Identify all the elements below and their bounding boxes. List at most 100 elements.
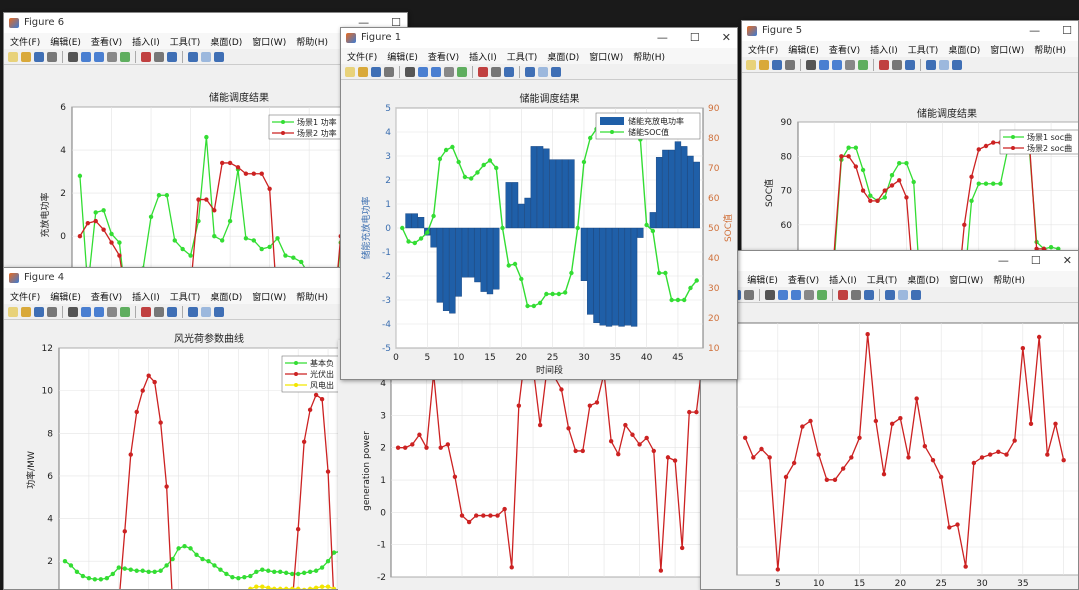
toolbar-tool-icon[interactable] (384, 66, 394, 77)
menu-item[interactable]: 编辑(E) (50, 37, 81, 48)
menu-item[interactable]: 编辑(E) (387, 52, 418, 63)
toolbar-tool-icon[interactable] (879, 59, 889, 70)
menu-item[interactable]: 工具(T) (169, 292, 201, 303)
close-button[interactable]: ✕ (1062, 254, 1072, 267)
toolbar-tool-icon[interactable] (744, 289, 754, 300)
toolbar-tool-icon[interactable] (68, 51, 78, 62)
menu-item[interactable]: 桌面(D) (210, 292, 243, 303)
menu-item[interactable]: 帮助(H) (1034, 45, 1066, 56)
toolbar-tool-icon[interactable] (94, 51, 104, 62)
menu-item[interactable]: 查看(V) (427, 52, 460, 63)
menu-item[interactable]: 插入(I) (829, 275, 857, 286)
maximize-button[interactable]: ☐ (1062, 24, 1072, 37)
toolbar-tool-icon[interactable] (214, 306, 224, 317)
toolbar-tool-icon[interactable] (371, 66, 381, 77)
toolbar-tool-icon[interactable] (167, 306, 177, 317)
menu-item[interactable]: 桌面(D) (948, 45, 981, 56)
menu-item[interactable]: 文件(F) (347, 52, 378, 63)
title-bar[interactable]: — ☐ ✕ (701, 251, 1078, 271)
toolbar-tool-icon[interactable] (167, 51, 177, 62)
minimize-button[interactable]: — (1029, 24, 1041, 37)
toolbar-tool-icon[interactable] (201, 51, 211, 62)
menu-item[interactable]: 编辑(E) (747, 275, 778, 286)
menu-item[interactable]: 工具(T) (169, 37, 201, 48)
menu-item[interactable]: 查看(V) (787, 275, 820, 286)
toolbar-tool-icon[interactable] (431, 66, 441, 77)
maximize-button[interactable]: ☐ (1030, 254, 1041, 267)
figure-5-window[interactable]: Figure 5 — ☐ 文件(F) 编辑(E) 查看(V) 插入(I) 工具(T) 桌面(… (741, 20, 1079, 265)
menu-item[interactable]: 查看(V) (828, 45, 861, 56)
figure-4-window[interactable]: Figure 4 文件(F) 编辑(E) 查看(V) 插入(I) 工具(T) 桌面(D) 窗… (3, 267, 345, 590)
toolbar-tool-icon[interactable] (806, 59, 816, 70)
menu-item[interactable]: 帮助(H) (296, 292, 328, 303)
toolbar-tool-icon[interactable] (858, 59, 868, 70)
toolbar-tool-icon[interactable] (345, 66, 355, 77)
toolbar-tool-icon[interactable] (791, 289, 801, 300)
figure-1-window[interactable]: Figure 1 — ☐ ✕ 文件(F) 编辑(E) 查看(V) 插入(I) 工具(T) 桌面… (340, 27, 738, 380)
toolbar-tool-icon[interactable] (457, 66, 467, 77)
toolbar-tool-icon[interactable] (939, 59, 949, 70)
toolbar-tool-icon[interactable] (746, 59, 756, 70)
menu-item[interactable]: 窗口(W) (252, 37, 287, 48)
toolbar-tool-icon[interactable] (47, 306, 57, 317)
toolbar-tool-icon[interactable] (214, 51, 224, 62)
menu-item[interactable]: 桌面(D) (907, 275, 940, 286)
toolbar-tool-icon[interactable] (188, 51, 198, 62)
menu-item[interactable]: 文件(F) (10, 37, 41, 48)
menu-item[interactable]: 文件(F) (748, 45, 779, 56)
toolbar-tool-icon[interactable] (94, 306, 104, 317)
menu-item[interactable]: 插入(I) (870, 45, 898, 56)
menu-item[interactable]: 文件(F) (10, 292, 41, 303)
toolbar-tool-icon[interactable] (81, 306, 91, 317)
toolbar-tool-icon[interactable] (8, 306, 18, 317)
toolbar-tool-icon[interactable] (444, 66, 454, 77)
toolbar-tool-icon[interactable] (885, 289, 895, 300)
toolbar-tool-icon[interactable] (898, 289, 908, 300)
menu-item[interactable]: 插入(I) (132, 292, 160, 303)
right-figure-window[interactable]: —☐✕ 文件(F)编辑(E)查看(V)插入(I)工具(T)桌面(D)窗口(W)帮… (700, 250, 1079, 590)
menu-item[interactable]: 帮助(H) (296, 37, 328, 48)
toolbar-tool-icon[interactable] (778, 289, 788, 300)
toolbar-tool-icon[interactable] (785, 59, 795, 70)
toolbar-tool-icon[interactable] (765, 289, 775, 300)
menu-item[interactable]: 工具(T) (866, 275, 898, 286)
menu-item[interactable]: 工具(T) (506, 52, 538, 63)
menu-item[interactable]: 桌面(D) (210, 37, 243, 48)
toolbar-tool-icon[interactable] (141, 306, 151, 317)
toolbar-tool-icon[interactable] (926, 59, 936, 70)
menu-item[interactable]: 查看(V) (90, 292, 123, 303)
toolbar-tool-icon[interactable] (538, 66, 548, 77)
toolbar-tool-icon[interactable] (107, 51, 117, 62)
title-bar[interactable]: Figure 4 (4, 268, 344, 288)
generation-power-window[interactable]: -2-1012345generation power (338, 340, 738, 590)
title-bar[interactable]: Figure 1 — ☐ ✕ (341, 28, 737, 48)
menu-item[interactable]: 窗口(W) (949, 275, 984, 286)
menu-item[interactable]: 桌面(D) (547, 52, 580, 63)
title-bar[interactable]: Figure 5 — ☐ (742, 21, 1078, 41)
menu-item[interactable]: 窗口(W) (252, 292, 287, 303)
minimize-button[interactable]: — (997, 254, 1009, 267)
toolbar-tool-icon[interactable] (525, 66, 535, 77)
toolbar-tool-icon[interactable] (21, 306, 31, 317)
toolbar-tool-icon[interactable] (8, 51, 18, 62)
toolbar-tool-icon[interactable] (911, 289, 921, 300)
toolbar-tool-icon[interactable] (34, 51, 44, 62)
toolbar-tool-icon[interactable] (34, 306, 44, 317)
toolbar-tool-icon[interactable] (851, 289, 861, 300)
menu-item[interactable]: 编辑(E) (50, 292, 81, 303)
minimize-button[interactable]: — (656, 31, 668, 44)
toolbar-tool-icon[interactable] (905, 59, 915, 70)
maximize-button[interactable]: ☐ (689, 31, 700, 44)
toolbar-tool-icon[interactable] (817, 289, 827, 300)
menu-item[interactable]: 帮助(H) (633, 52, 665, 63)
toolbar-tool-icon[interactable] (21, 51, 31, 62)
toolbar-tool-icon[interactable] (120, 306, 130, 317)
toolbar-tool-icon[interactable] (81, 51, 91, 62)
menu-item[interactable]: 插入(I) (132, 37, 160, 48)
toolbar-tool-icon[interactable] (838, 289, 848, 300)
toolbar-tool-icon[interactable] (551, 66, 561, 77)
toolbar-tool-icon[interactable] (405, 66, 415, 77)
menu-item[interactable]: 编辑(E) (788, 45, 819, 56)
toolbar-tool-icon[interactable] (819, 59, 829, 70)
toolbar-tool-icon[interactable] (845, 59, 855, 70)
